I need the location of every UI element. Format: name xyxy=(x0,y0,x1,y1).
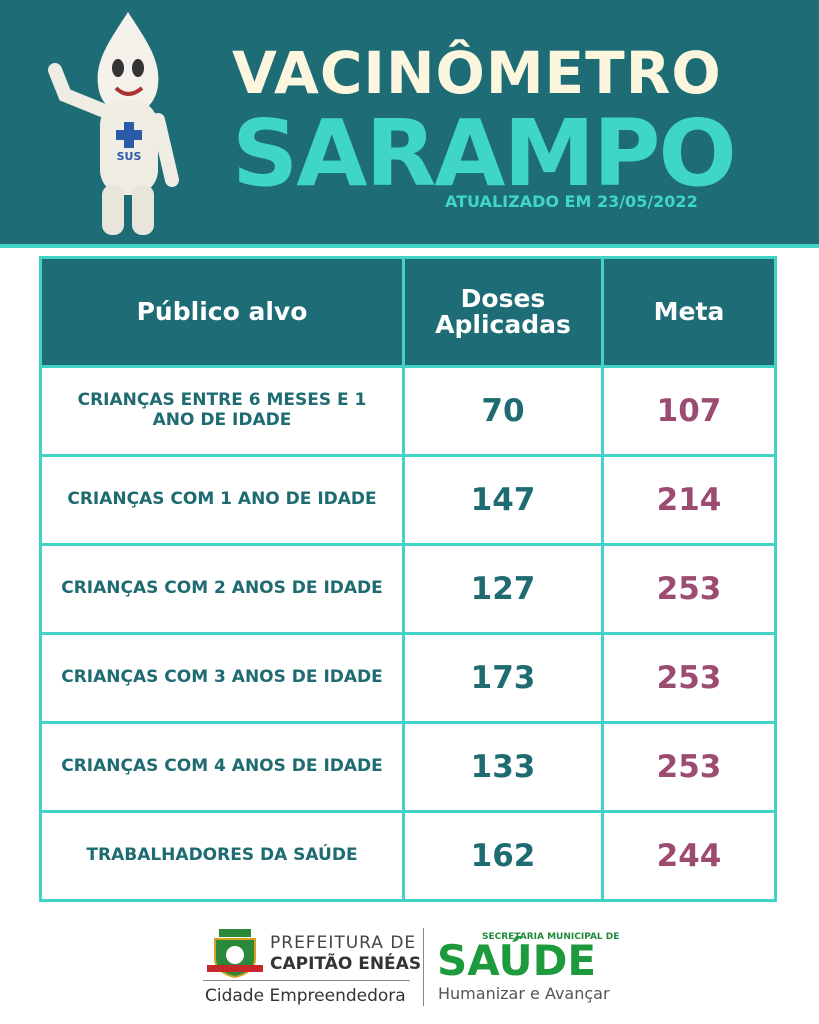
target-group: CRIANÇAS ENTRE 6 MESES E 1 ANO DE IDADE xyxy=(39,365,405,457)
target-group: CRIANÇAS COM 3 ANOS DE IDADE xyxy=(39,632,405,724)
header: SUS VACINÔMETRO SARAMPO ATUALIZADO EM 23… xyxy=(0,0,819,248)
vaccine-table: Público alvo Doses Aplicadas Meta CRIANÇAS … xyxy=(39,256,777,902)
health-slogan: Humanizar e Avançar xyxy=(438,984,610,1003)
city-slogan: Cidade Empreendedora xyxy=(205,986,406,1006)
goal: 214 xyxy=(601,454,777,546)
divider xyxy=(203,980,410,981)
table-row: CRIANÇAS COM 3 ANOS DE IDADE 173 253 xyxy=(39,632,777,724)
table-row: CRIANÇAS COM 1 ANO DE IDADE 147 214 xyxy=(39,454,777,546)
goal: 244 xyxy=(601,810,777,902)
city-crest xyxy=(207,929,263,979)
goal: 253 xyxy=(601,721,777,813)
city-line2: CAPITÃO ENÉAS xyxy=(270,954,422,974)
doses-applied: 147 xyxy=(402,454,604,546)
health-name: SAÚDE xyxy=(437,936,597,985)
target-group: CRIANÇAS COM 4 ANOS DE IDADE xyxy=(39,721,405,813)
subtitle: SARAMPO xyxy=(232,100,737,207)
doses-applied: 162 xyxy=(402,810,604,902)
mascot-label: SUS xyxy=(117,150,142,163)
health-dept: SECRETARIA MUNICIPAL DE xyxy=(482,932,620,942)
title: VACINÔMETRO xyxy=(232,39,722,107)
doses-applied: 127 xyxy=(402,543,604,635)
divider xyxy=(423,928,424,1006)
target-group: CRIANÇAS COM 1 ANO DE IDADE xyxy=(39,454,405,546)
goal: 107 xyxy=(601,365,777,457)
updated-date: ATUALIZADO EM 23/05/2022 xyxy=(445,192,698,211)
table-row: TRABALHADORES DA SAÚDE 162 244 xyxy=(39,810,777,902)
column-header: Meta xyxy=(601,256,777,368)
doses-applied: 70 xyxy=(402,365,604,457)
column-header: Doses Aplicadas xyxy=(402,256,604,368)
city-line1: PREFEITURA DE xyxy=(270,933,417,953)
doses-applied: 173 xyxy=(402,632,604,724)
table-row: CRIANÇAS COM 2 ANOS DE IDADE 127 253 xyxy=(39,543,777,635)
goal: 253 xyxy=(601,632,777,724)
mascot: SUS xyxy=(48,12,179,235)
target-group: TRABALHADORES DA SAÚDE xyxy=(39,810,405,902)
table-row: CRIANÇAS ENTRE 6 MESES E 1 ANO DE IDADE 7… xyxy=(39,365,777,457)
column-header: Público alvo xyxy=(39,256,405,368)
goal: 253 xyxy=(601,543,777,635)
doses-applied: 133 xyxy=(402,721,604,813)
table-row: CRIANÇAS COM 4 ANOS DE IDADE 133 253 xyxy=(39,721,777,813)
target-group: CRIANÇAS COM 2 ANOS DE IDADE xyxy=(39,543,405,635)
